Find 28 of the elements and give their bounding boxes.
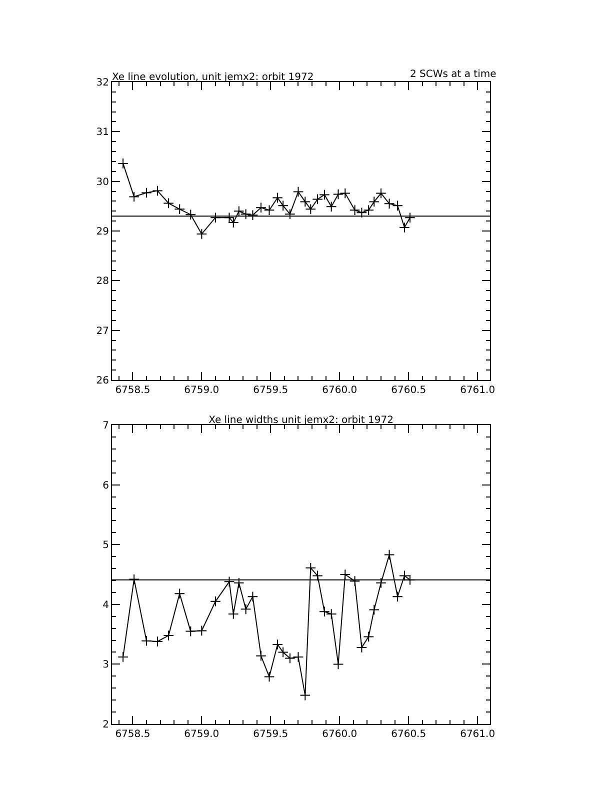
x-tick-label: 6758.5 (115, 385, 150, 396)
y-tick-label: 4 (102, 600, 109, 611)
x-tick-label: 6759.5 (253, 385, 288, 396)
y-tick-label: 3 (102, 660, 109, 671)
x-tick-label: 6760.0 (322, 729, 358, 740)
x-tick-label: 6761.0 (460, 729, 496, 740)
y-tick-label: 27 (96, 326, 109, 337)
chart-title: Xe line evolution, unit jemx2: orbit 1972 (112, 72, 314, 83)
y-tick-label: 2 (102, 720, 109, 730)
y-tick-label: 30 (96, 176, 109, 188)
y-tick-label: 6 (102, 480, 109, 492)
x-tick-label: 6758.5 (115, 729, 150, 740)
x-tick-label: 6759.0 (184, 729, 220, 740)
chart-title: Xe line widths unit jemx2: orbit 1972 (208, 415, 394, 426)
y-tick-label: 5 (102, 540, 109, 552)
chart-subtitle: 2 SCWs at a time (410, 69, 496, 80)
y-tick-label: 7 (102, 420, 109, 432)
x-tick-label: 6759.5 (253, 729, 288, 740)
y-tick-label: 26 (96, 376, 109, 386)
x-tick-label: 6761.0 (460, 385, 496, 396)
x-tick-label: 6759.0 (184, 385, 220, 396)
x-tick-label: 6760.0 (322, 385, 358, 396)
x-tick-label: 6760.5 (391, 385, 426, 396)
y-tick-label: 29 (96, 226, 109, 238)
y-tick-label: 28 (96, 276, 109, 288)
x-tick-label: 6760.5 (391, 729, 426, 740)
y-tick-label: 32 (96, 78, 109, 88)
y-tick-label: 31 (96, 127, 109, 138)
